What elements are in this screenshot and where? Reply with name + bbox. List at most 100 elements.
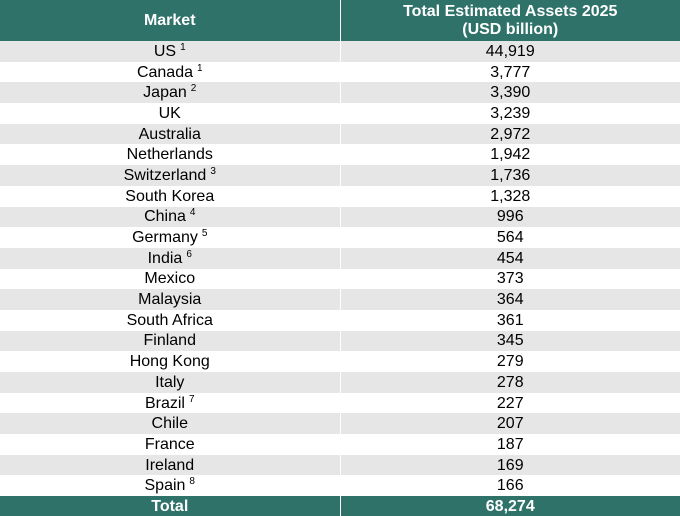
market-name: South Korea xyxy=(125,187,215,205)
market-name: Australia xyxy=(138,125,201,143)
market-cell: Italy xyxy=(0,372,341,393)
table-row: South Africa 361 xyxy=(0,309,680,331)
footnote-marker: 5 xyxy=(201,228,208,240)
table-row: China 4 996 xyxy=(0,206,680,228)
market-name: Netherlands xyxy=(126,146,213,164)
footnote-marker: 1 xyxy=(196,62,203,74)
market-name: China xyxy=(144,208,186,226)
market-name: Hong Kong xyxy=(129,353,210,371)
market-cell: South Korea xyxy=(0,185,341,207)
footnote-marker: 3 xyxy=(210,165,216,177)
market-name: Canada xyxy=(136,63,193,81)
footnote-marker: 2 xyxy=(190,83,197,95)
market-cell: India 6 xyxy=(0,247,341,269)
total-label: Total xyxy=(0,496,341,516)
market-name: Brazil xyxy=(144,394,185,412)
table-row: Ireland 169 xyxy=(0,454,680,476)
assets-header-unit: (USD billion) xyxy=(462,20,559,38)
assets-value-cell: 1,736 xyxy=(340,165,680,186)
market-cell: Spain 8 xyxy=(0,475,341,497)
assets-value-cell: 2,972 xyxy=(340,123,680,145)
assets-value-cell: 345 xyxy=(340,330,680,352)
assets-value-cell: 166 xyxy=(340,475,680,497)
market-name: Chile xyxy=(151,415,188,433)
assets-value-cell: 3,239 xyxy=(340,103,680,124)
market-column-header: Market xyxy=(0,0,341,41)
market-cell: Ireland xyxy=(0,454,341,476)
assets-value-cell: 44,919 xyxy=(340,41,680,62)
table-row: Netherlands 1,942 xyxy=(0,144,680,166)
market-cell: Finland xyxy=(0,330,341,352)
market-cell: UK xyxy=(0,103,341,124)
market-name: Japan xyxy=(143,84,187,102)
table-row: Mexico 373 xyxy=(0,268,680,290)
market-name: Germany xyxy=(132,229,198,247)
assets-value-cell: 564 xyxy=(340,227,680,248)
market-cell: Canada 1 xyxy=(0,61,341,83)
total-row: Total 68,274 xyxy=(0,496,680,516)
table-row: Australia 2,972 xyxy=(0,123,680,145)
assets-value-cell: 454 xyxy=(340,247,680,269)
assets-value-cell: 169 xyxy=(340,454,680,476)
market-name: UK xyxy=(158,104,181,122)
table-row: US 1 44,919 xyxy=(0,41,680,62)
assets-value-cell: 1,328 xyxy=(340,185,680,207)
table-row: Chile 207 xyxy=(0,413,680,435)
assets-column-header: Total Estimated Assets 2025 (USD billion… xyxy=(340,0,680,41)
table-row: Spain 8 166 xyxy=(0,475,680,497)
table-row: Finland 345 xyxy=(0,330,680,352)
footnote-marker: 7 xyxy=(188,393,195,405)
assets-value-cell: 187 xyxy=(340,434,680,455)
market-cell: China 4 xyxy=(0,206,341,228)
assets-value-cell: 227 xyxy=(340,392,680,414)
assets-value-cell: 207 xyxy=(340,413,680,435)
assets-value-cell: 996 xyxy=(340,206,680,228)
assets-value-cell: 3,777 xyxy=(340,61,680,83)
table-row: Hong Kong 279 xyxy=(0,351,680,372)
market-name: Malaysia xyxy=(138,291,202,309)
market-cell: Hong Kong xyxy=(0,351,341,372)
market-name: Spain xyxy=(144,477,186,495)
table-row: Malaysia 364 xyxy=(0,289,680,310)
market-name: Italy xyxy=(155,373,185,391)
market-name: Ireland xyxy=(145,456,195,474)
footnote-marker: 1 xyxy=(180,41,186,53)
assets-value-cell: 278 xyxy=(340,372,680,393)
market-cell: Netherlands xyxy=(0,144,341,166)
market-name: Finland xyxy=(143,332,196,350)
market-name: South Africa xyxy=(126,311,213,329)
market-cell: Chile xyxy=(0,413,341,435)
footnote-marker: 4 xyxy=(189,207,196,219)
table-row: Switzerland 3 1,736 xyxy=(0,165,680,186)
market-cell: Germany 5 xyxy=(0,227,341,248)
assets-value-cell: 361 xyxy=(340,309,680,331)
market-cell: Malaysia xyxy=(0,289,341,310)
table-row: France 187 xyxy=(0,434,680,455)
market-cell: Switzerland 3 xyxy=(0,165,341,186)
assets-value-cell: 373 xyxy=(340,268,680,290)
assets-value-cell: 364 xyxy=(340,289,680,310)
table-row: Japan 2 3,390 xyxy=(0,82,680,104)
market-cell: Mexico xyxy=(0,268,341,290)
assets-header-title: Total Estimated Assets 2025 xyxy=(403,2,618,20)
market-name: France xyxy=(144,435,195,453)
market-cell: Australia xyxy=(0,123,341,145)
market-name: Mexico xyxy=(144,270,196,288)
market-cell: US 1 xyxy=(0,41,341,62)
table-row: Brazil 7 227 xyxy=(0,392,680,414)
table-body: US 1 44,919 Canada 1 3,777 Japan 2 3,390 UK 3,239 A… xyxy=(0,41,680,497)
table-row: South Korea 1,328 xyxy=(0,185,680,207)
market-name: India xyxy=(147,249,183,267)
total-value: 68,274 xyxy=(340,496,680,516)
market-name: US xyxy=(153,42,177,60)
market-cell: France xyxy=(0,434,341,455)
assets-value-cell: 3,390 xyxy=(340,82,680,104)
footnote-marker: 6 xyxy=(186,248,192,260)
header-row: Market Total Estimated Assets 2025 (USD … xyxy=(0,0,680,41)
assets-value-cell: 279 xyxy=(340,351,680,372)
market-cell: Japan 2 xyxy=(0,82,341,104)
market-name: Switzerland xyxy=(123,166,207,184)
table-row: India 6 454 xyxy=(0,247,680,269)
table-row: Canada 1 3,777 xyxy=(0,61,680,83)
